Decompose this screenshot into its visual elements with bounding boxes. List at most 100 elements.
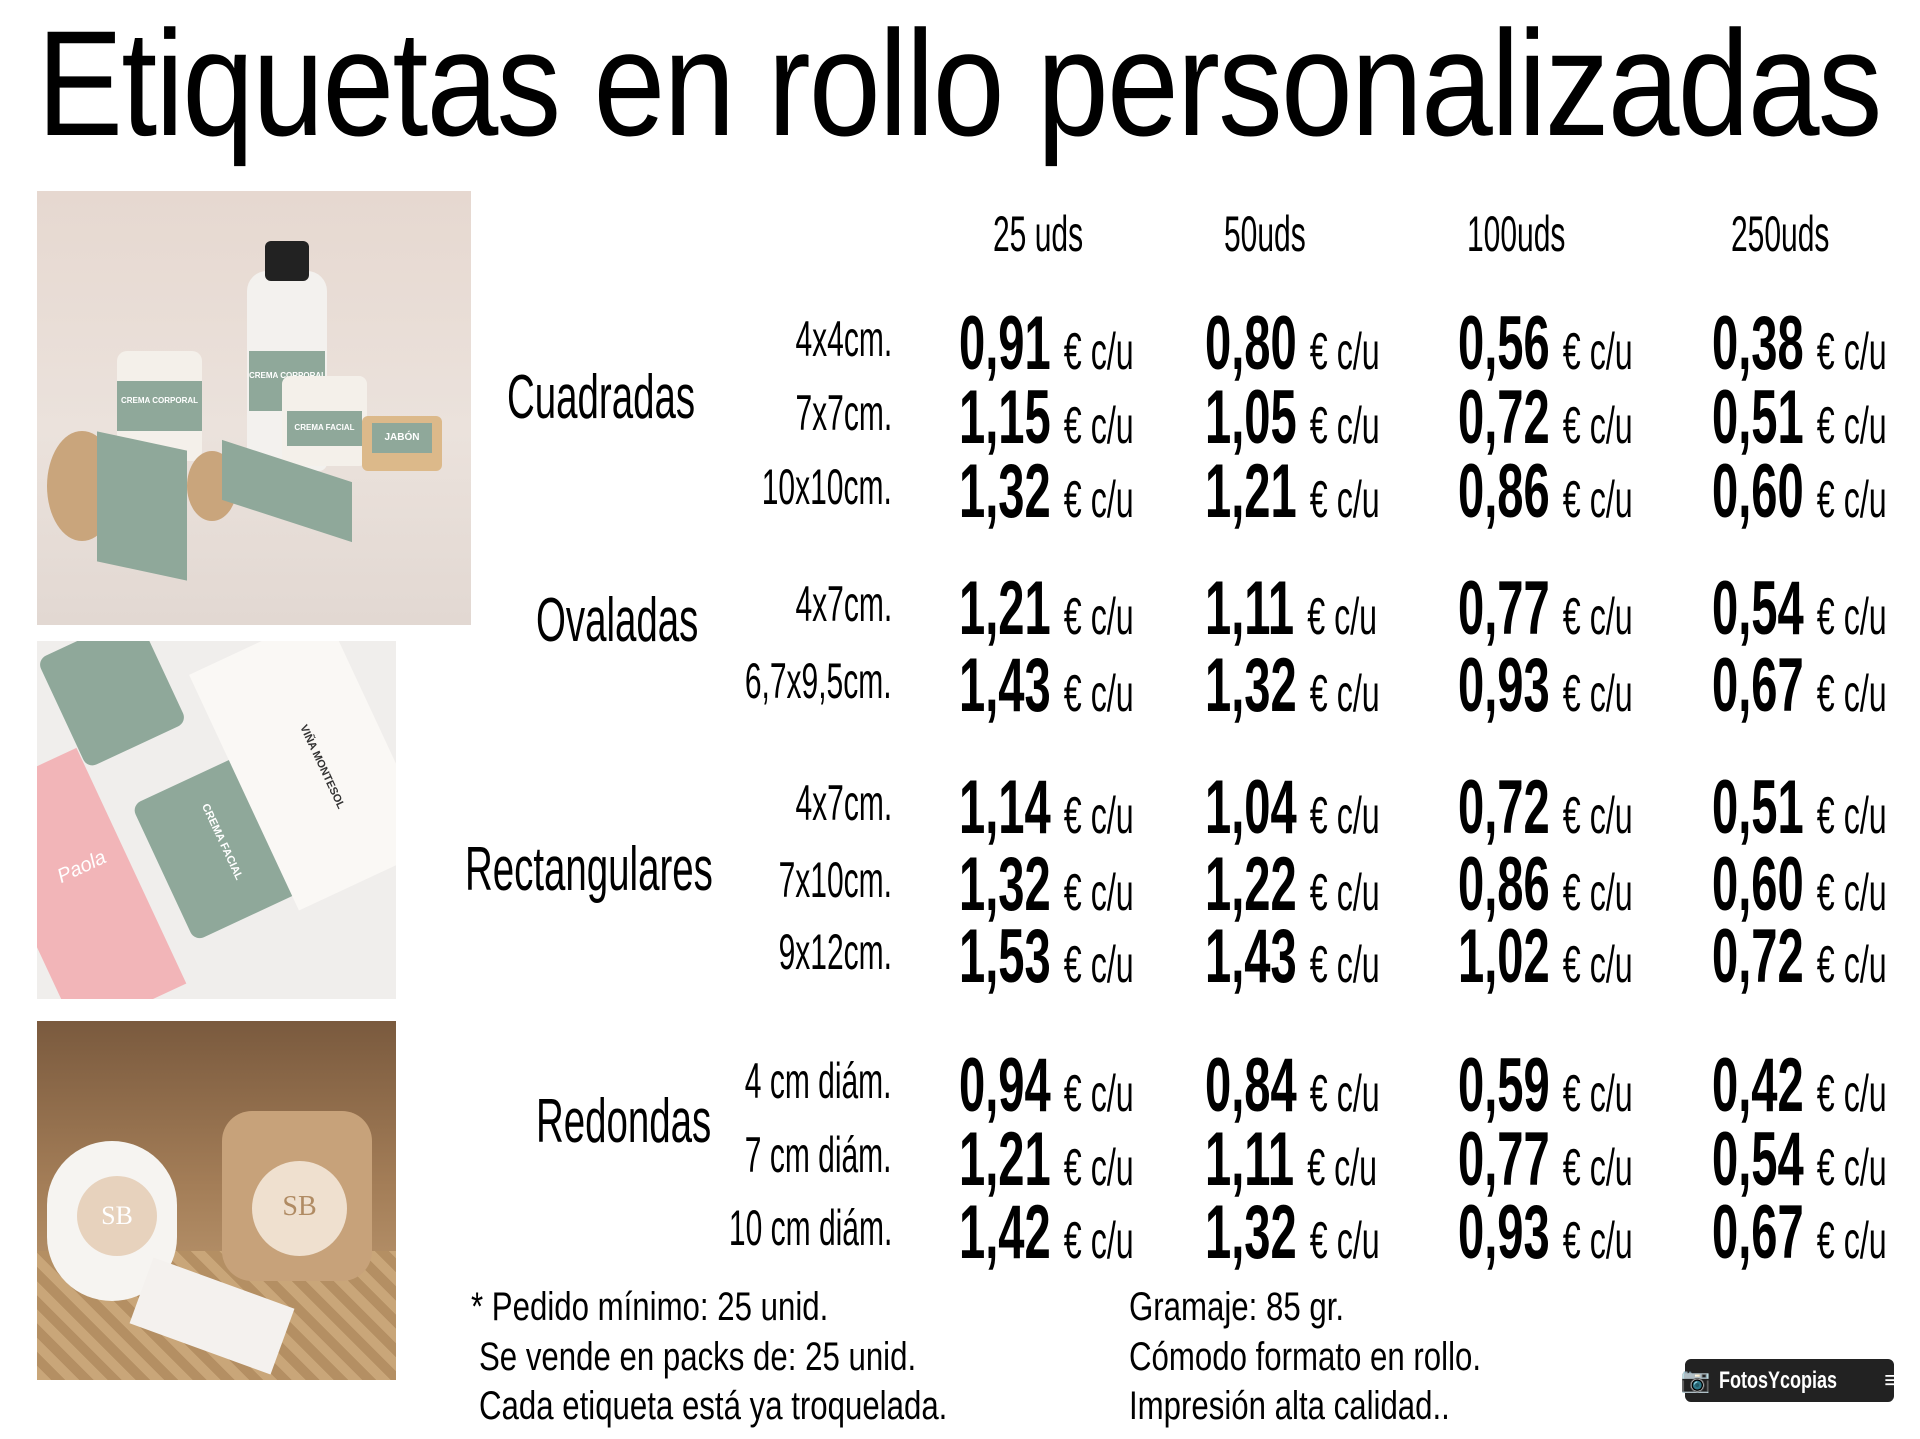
price-value: 1,21 [1205, 449, 1297, 534]
price-text: 0,59 € c/u [1458, 1042, 1633, 1129]
price-text: 1,02 € c/u [1458, 913, 1633, 1000]
price-text: 1,21 € c/u [959, 1116, 1134, 1203]
size-label-text: 10x10cm. [761, 459, 892, 515]
price-value: 0,84 [1205, 1043, 1297, 1128]
price-unit: € c/u [1562, 588, 1633, 646]
price-unit: € c/u [1063, 936, 1134, 994]
size-label-text: 7 cm diám. [745, 1127, 892, 1183]
price-value: 0,94 [959, 1043, 1051, 1128]
price-unit: € c/u [1309, 787, 1380, 845]
footer-note-text: Cómodo formato en rollo. [1129, 1335, 1482, 1379]
size-label-text: 4x7cm. [795, 576, 892, 632]
price-value: 0,86 [1458, 449, 1550, 534]
price-text: 0,51 € c/u [1712, 374, 1887, 461]
stack-icon: ≡ [1884, 1366, 1899, 1394]
price-value: 0,86 [1458, 842, 1550, 927]
price-cell: 1,32 € c/u [1205, 642, 1487, 729]
column-header-text: 250uds [1731, 206, 1830, 262]
price-unit: € c/u [1063, 864, 1134, 922]
price-cell: 0,93 € c/u [1458, 642, 1740, 729]
price-cell: 0,77 € c/u [1458, 1116, 1740, 1203]
price-text: 0,91 € c/u [959, 300, 1134, 387]
price-unit: € c/u [1063, 471, 1134, 529]
price-unit: € c/u [1309, 1212, 1380, 1270]
price-value: 1,21 [959, 1117, 1051, 1202]
price-value: 0,91 [959, 301, 1051, 386]
price-cell: 0,56 € c/u [1458, 300, 1740, 387]
price-text: 0,67 € c/u [1712, 642, 1887, 729]
price-unit: € c/u [1562, 397, 1633, 455]
price-text: 1,32 € c/u [959, 841, 1134, 928]
price-unit: € c/u [1063, 1065, 1134, 1123]
price-cell: 1,04 € c/u [1205, 764, 1487, 851]
price-text: 0,93 € c/u [1458, 1189, 1633, 1276]
price-cell: 1,32 € c/u [1205, 1189, 1487, 1276]
price-unit: € c/u [1309, 1065, 1380, 1123]
price-value: 1,11 [1205, 566, 1295, 651]
size-label: 7x7cm. [592, 384, 892, 442]
price-text: 1,43 € c/u [959, 642, 1134, 729]
price-text: 1,43 € c/u [1205, 913, 1380, 1000]
price-unit: € c/u [1309, 936, 1380, 994]
price-text: 1,32 € c/u [1205, 642, 1380, 729]
column-header-text: 25 uds [993, 206, 1084, 262]
price-cell: 1,32 € c/u [959, 841, 1241, 928]
price-cell: 1,21 € c/u [1205, 448, 1487, 535]
price-value: 0,80 [1205, 301, 1297, 386]
price-value: 0,72 [1458, 375, 1550, 460]
footer-note-text: Gramaje: 85 gr. [1129, 1285, 1345, 1329]
price-text: 0,84 € c/u [1205, 1042, 1380, 1129]
price-unit: € c/u [1562, 864, 1633, 922]
column-header: 100uds [1467, 205, 1631, 263]
price-unit: € c/u [1562, 787, 1633, 845]
price-value: 1,43 [959, 643, 1051, 728]
size-label: 6,7x9,5cm. [592, 652, 892, 710]
price-unit: € c/u [1562, 936, 1633, 994]
size-label-text: 7x10cm. [778, 852, 892, 908]
size-label-text: 10 cm diám. [728, 1200, 892, 1256]
price-unit: € c/u [1063, 323, 1134, 381]
price-cell: 1,53 € c/u [959, 913, 1241, 1000]
price-unit: € c/u [1816, 1139, 1887, 1197]
price-cell: 1,11 € c/u [1205, 565, 1483, 652]
category-label-text: Cuadradas [507, 363, 696, 432]
price-value: 0,60 [1712, 449, 1804, 534]
price-unit: € c/u [1309, 397, 1380, 455]
price-cell: 0,51 € c/u [1712, 374, 1920, 461]
photo-rectangular-labels: Paola CREMA FACIAL VIÑA MONTESOL [37, 641, 396, 999]
price-unit: € c/u [1562, 1212, 1633, 1270]
price-text: 1,53 € c/u [959, 913, 1134, 1000]
product-label-text: JABÓN [384, 432, 420, 443]
size-label: 10 cm diám. [592, 1199, 892, 1257]
size-label: 7 cm diám. [592, 1126, 892, 1184]
column-header: 25 uds [993, 205, 1143, 263]
price-unit: € c/u [1063, 787, 1134, 845]
footer-note-left: Se vende en packs de: 25 unid. [479, 1335, 1039, 1380]
camera-icon: 📷 [1680, 1367, 1711, 1394]
size-label: 7x10cm. [592, 851, 892, 909]
price-unit: € c/u [1562, 665, 1633, 723]
price-text: 1,42 € c/u [959, 1189, 1134, 1276]
price-cell: 1,42 € c/u [959, 1189, 1241, 1276]
price-unit: € c/u [1816, 864, 1887, 922]
price-text: 1,05 € c/u [1205, 374, 1380, 461]
price-value: 1,14 [959, 765, 1051, 850]
price-unit: € c/u [1816, 787, 1887, 845]
size-label: 10x10cm. [592, 458, 892, 516]
round-label-text: SB [282, 1191, 317, 1222]
size-label: 4x4cm. [592, 310, 892, 368]
price-text: 0,67 € c/u [1712, 1189, 1887, 1276]
price-value: 0,54 [1712, 1117, 1804, 1202]
category-label: Redondas [536, 1086, 819, 1157]
price-text: 0,54 € c/u [1712, 565, 1887, 652]
price-cell: 1,21 € c/u [959, 1116, 1241, 1203]
footer-note-left: * Pedido mínimo: 25 unid. [471, 1285, 929, 1330]
category-label-text: Redondas [536, 1087, 712, 1156]
price-text: 0,86 € c/u [1458, 841, 1633, 928]
price-cell: 1,43 € c/u [1205, 913, 1487, 1000]
price-value: 0,38 [1712, 301, 1804, 386]
price-cell: 0,67 € c/u [1712, 1189, 1920, 1276]
price-value: 1,32 [959, 842, 1051, 927]
price-cell: 1,43 € c/u [959, 642, 1241, 729]
price-text: 0,60 € c/u [1712, 841, 1887, 928]
